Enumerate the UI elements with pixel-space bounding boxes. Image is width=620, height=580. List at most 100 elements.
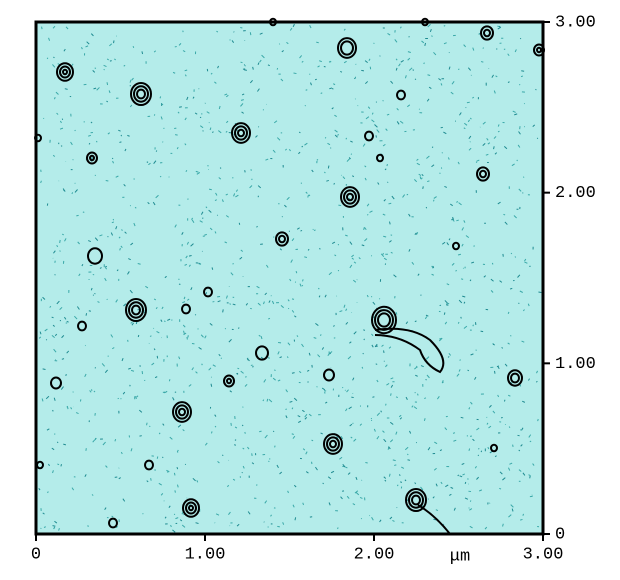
- speckle: [183, 332, 187, 336]
- speckle: [244, 431, 246, 434]
- speckle: [364, 81, 369, 85]
- speckle: [228, 338, 232, 343]
- speckle: [91, 494, 94, 496]
- speckle: [345, 321, 349, 325]
- speckle: [380, 253, 385, 258]
- particle-contour: [278, 234, 286, 244]
- speckle: [130, 369, 135, 372]
- speckle: [93, 87, 97, 90]
- particle-contour: [128, 301, 144, 319]
- speckle: [516, 159, 518, 162]
- speckle: [264, 434, 268, 439]
- speckle: [463, 325, 468, 329]
- speckle: [271, 300, 275, 305]
- speckle: [463, 127, 466, 130]
- speckle: [173, 472, 176, 476]
- speckle: [52, 470, 54, 474]
- speckle: [161, 103, 164, 106]
- particle-contour: [172, 401, 192, 423]
- speckle: [162, 456, 164, 459]
- speckle: [404, 446, 409, 451]
- particle-contour: [181, 303, 191, 315]
- speckle: [71, 192, 74, 195]
- speckle: [163, 127, 165, 130]
- speckle: [129, 85, 132, 87]
- speckle: [307, 248, 310, 251]
- speckle: [111, 221, 115, 224]
- speckle: [56, 300, 60, 305]
- speckle: [205, 206, 208, 209]
- speckle: [208, 188, 212, 191]
- speckle: [394, 464, 397, 466]
- speckle: [272, 430, 275, 433]
- speckle: [443, 312, 446, 315]
- speckle: [514, 256, 517, 258]
- speckle: [334, 134, 338, 138]
- speckle: [364, 238, 368, 242]
- speckle: [52, 154, 56, 157]
- particle-contour: [234, 125, 248, 141]
- speckle: [431, 273, 434, 276]
- speckle: [175, 517, 179, 520]
- speckle: [353, 331, 357, 335]
- speckle: [435, 509, 439, 512]
- speckle: [99, 234, 103, 237]
- speckle: [392, 519, 395, 522]
- speckle: [390, 384, 394, 388]
- speckle: [503, 213, 506, 216]
- speckle: [509, 287, 513, 290]
- speckle: [273, 120, 278, 124]
- speckle: [312, 228, 314, 231]
- speckle: [350, 153, 353, 155]
- speckle: [364, 60, 368, 63]
- speckle: [176, 146, 179, 150]
- speckle: [242, 406, 244, 408]
- speckle: [273, 369, 276, 371]
- speckle: [308, 352, 311, 356]
- speckle: [522, 513, 525, 516]
- speckle: [130, 321, 133, 324]
- speckle: [240, 370, 244, 374]
- speckle: [244, 69, 247, 71]
- speckle: [308, 194, 311, 197]
- speckle: [520, 75, 524, 78]
- speckle: [42, 512, 45, 515]
- speckle: [449, 493, 452, 496]
- speckle: [284, 204, 287, 208]
- speckle: [70, 141, 73, 146]
- speckle: [66, 320, 69, 323]
- speckle: [88, 240, 91, 243]
- particle-contour: [144, 459, 154, 471]
- speckle: [301, 409, 305, 413]
- speckle: [278, 43, 281, 45]
- speckle: [240, 61, 243, 64]
- speckle: [349, 264, 353, 269]
- speckle: [383, 438, 387, 443]
- speckle: [432, 496, 435, 499]
- speckle: [321, 347, 325, 350]
- speckle: [174, 134, 178, 136]
- speckle: [124, 231, 127, 234]
- speckle: [404, 75, 407, 79]
- speckle: [182, 50, 186, 53]
- speckle: [433, 467, 437, 471]
- speckle: [118, 236, 121, 239]
- speckle: [407, 459, 411, 461]
- speckle: [468, 407, 471, 410]
- speckle: [299, 55, 303, 59]
- speckle: [199, 125, 204, 129]
- speckle: [58, 528, 60, 531]
- speckle: [352, 377, 355, 381]
- speckle: [92, 70, 96, 73]
- speckle: [448, 353, 452, 356]
- speckle: [528, 474, 531, 477]
- speckle: [240, 249, 244, 252]
- speckle: [295, 270, 298, 274]
- speckle: [407, 57, 411, 61]
- speckle: [43, 526, 47, 528]
- speckle: [214, 81, 217, 84]
- speckle: [298, 151, 301, 155]
- speckle: [300, 229, 303, 232]
- speckle: [38, 488, 41, 491]
- speckle: [327, 142, 331, 146]
